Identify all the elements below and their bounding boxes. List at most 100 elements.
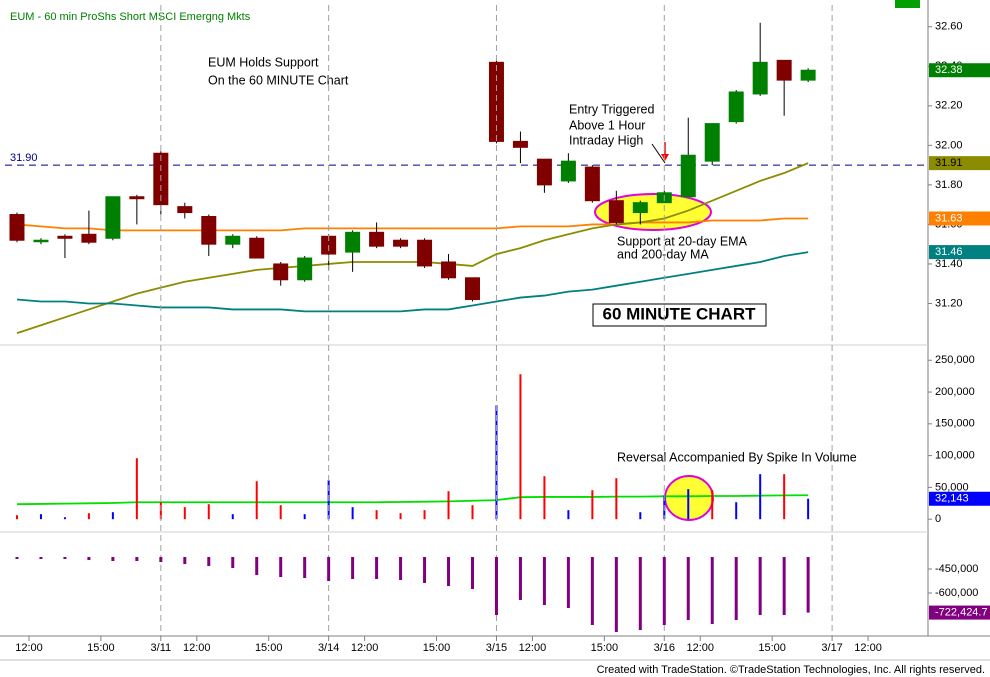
chart-title: EUM - 60 min ProShs Short MSCI Emergng M… bbox=[10, 11, 251, 23]
bar bbox=[207, 557, 211, 566]
bar bbox=[759, 474, 762, 520]
y-tick-label: 32.00 bbox=[935, 139, 963, 151]
bar bbox=[135, 557, 139, 561]
y-tick-label: 31.80 bbox=[935, 179, 963, 191]
candle-body bbox=[393, 239, 409, 247]
y-tick-label: 200,000 bbox=[935, 386, 975, 398]
indicator-line bbox=[16, 494, 809, 506]
bar bbox=[686, 557, 690, 620]
x-tick-label: 15:00 bbox=[591, 642, 619, 654]
bar bbox=[758, 557, 762, 615]
bar bbox=[783, 474, 786, 520]
candle-body bbox=[800, 69, 816, 81]
bar bbox=[567, 510, 570, 520]
bar bbox=[495, 405, 498, 520]
candle-body bbox=[57, 235, 73, 239]
status-indicator bbox=[895, 0, 920, 8]
bar bbox=[639, 512, 642, 520]
y-tick-label: -450,000 bbox=[935, 563, 978, 575]
bar bbox=[399, 557, 403, 580]
x-tick-label: 3/16 bbox=[654, 642, 675, 654]
candle-body bbox=[728, 91, 744, 123]
indicator-line bbox=[16, 251, 809, 313]
bar bbox=[471, 505, 474, 520]
last-value-label: 31.46 bbox=[935, 246, 963, 258]
bar bbox=[135, 458, 138, 520]
candle-body bbox=[632, 202, 648, 214]
candle-body bbox=[536, 158, 552, 186]
annotation: EUM Holds Support bbox=[208, 55, 319, 69]
annotation: On the 60 MINUTE Chart bbox=[208, 73, 349, 87]
candle-body bbox=[680, 154, 696, 198]
bar bbox=[447, 491, 450, 520]
y-tick-label: 32.20 bbox=[935, 100, 963, 112]
candle-body bbox=[81, 233, 97, 243]
bar bbox=[542, 557, 546, 605]
highlight-ellipse bbox=[594, 193, 712, 231]
bar bbox=[159, 557, 163, 562]
y-tick-label: 50,000 bbox=[935, 481, 969, 493]
bar bbox=[615, 478, 618, 520]
candle-body bbox=[704, 123, 720, 162]
last-value-label: 32.38 bbox=[935, 64, 963, 76]
y-tick-label: 0 bbox=[935, 513, 941, 525]
bar bbox=[63, 517, 66, 520]
bar bbox=[303, 514, 306, 520]
x-tick-label: 12:00 bbox=[183, 642, 211, 654]
bar bbox=[303, 557, 307, 578]
last-value-box bbox=[929, 63, 990, 78]
annotation: Entry Triggered bbox=[569, 102, 655, 116]
candle-body bbox=[776, 59, 792, 81]
last-value-box bbox=[929, 491, 990, 506]
bar bbox=[207, 504, 210, 520]
bar bbox=[687, 489, 690, 520]
bar bbox=[782, 557, 786, 615]
y-tick-label: -600,000 bbox=[935, 587, 978, 599]
last-value-label: 31.91 bbox=[935, 157, 963, 169]
bar bbox=[351, 507, 354, 520]
bar bbox=[375, 510, 378, 520]
candle-body bbox=[177, 206, 193, 214]
annotation: 60 MINUTE CHART bbox=[602, 304, 756, 323]
annotation: Support at 20-day EMA bbox=[617, 234, 748, 248]
candle-body bbox=[584, 166, 600, 202]
candle-body bbox=[249, 237, 265, 259]
pointer-line bbox=[651, 143, 666, 164]
y-tick-label: 100,000 bbox=[935, 450, 975, 462]
indicator-line bbox=[16, 217, 809, 232]
x-tick-label: 12:00 bbox=[519, 642, 547, 654]
last-value-box bbox=[929, 605, 990, 620]
candle-body bbox=[488, 61, 504, 142]
candle-body bbox=[297, 257, 313, 281]
x-tick-label: 15:00 bbox=[758, 642, 786, 654]
bar bbox=[39, 514, 42, 520]
candle-body bbox=[345, 231, 361, 253]
candle-body bbox=[512, 140, 528, 148]
bar bbox=[255, 481, 258, 520]
bar bbox=[807, 498, 810, 520]
bar bbox=[279, 557, 283, 577]
bar bbox=[494, 557, 498, 615]
last-value-label: 31.63 bbox=[935, 212, 963, 224]
bar bbox=[279, 505, 282, 520]
x-tick-label: 12:00 bbox=[686, 642, 714, 654]
bar bbox=[735, 502, 738, 520]
bar bbox=[734, 557, 738, 620]
y-tick-label: 250,000 bbox=[935, 354, 975, 366]
bar bbox=[543, 476, 546, 520]
candle-body bbox=[273, 263, 289, 281]
bar bbox=[614, 557, 618, 632]
candle-body bbox=[441, 261, 457, 279]
label-box bbox=[592, 303, 767, 327]
x-tick-label: 12:00 bbox=[854, 642, 882, 654]
bar bbox=[711, 490, 714, 520]
last-value-box bbox=[929, 156, 990, 171]
annotation: and 200-day MA bbox=[617, 247, 709, 261]
bar bbox=[183, 557, 187, 564]
candle-body bbox=[225, 235, 241, 245]
y-tick-label: 31.20 bbox=[935, 297, 963, 309]
candle-body bbox=[105, 196, 121, 239]
indicator-line bbox=[16, 162, 809, 334]
bar bbox=[183, 507, 186, 520]
